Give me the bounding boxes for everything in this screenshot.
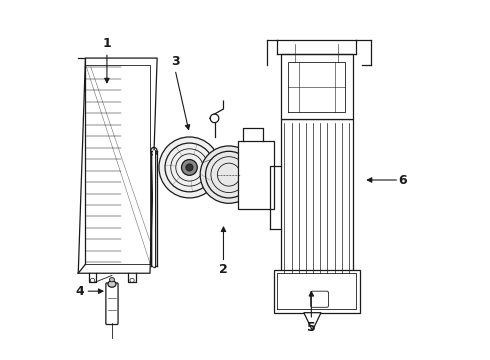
Text: 5: 5 [307, 320, 316, 333]
Circle shape [186, 164, 193, 171]
Bar [274, 270, 360, 313]
Circle shape [200, 146, 258, 203]
Bar [238, 140, 274, 209]
Bar [281, 54, 353, 119]
Ellipse shape [108, 281, 116, 287]
FancyBboxPatch shape [106, 283, 118, 324]
Text: 2: 2 [219, 263, 228, 276]
FancyBboxPatch shape [311, 291, 329, 307]
Ellipse shape [151, 147, 157, 155]
Circle shape [159, 137, 220, 198]
Text: 1: 1 [102, 37, 111, 50]
Text: 3: 3 [171, 55, 179, 68]
Bar [281, 119, 353, 277]
Circle shape [181, 159, 197, 175]
Ellipse shape [109, 278, 115, 282]
Polygon shape [304, 313, 321, 330]
Text: 4: 4 [75, 285, 84, 298]
Text: 6: 6 [398, 174, 407, 186]
